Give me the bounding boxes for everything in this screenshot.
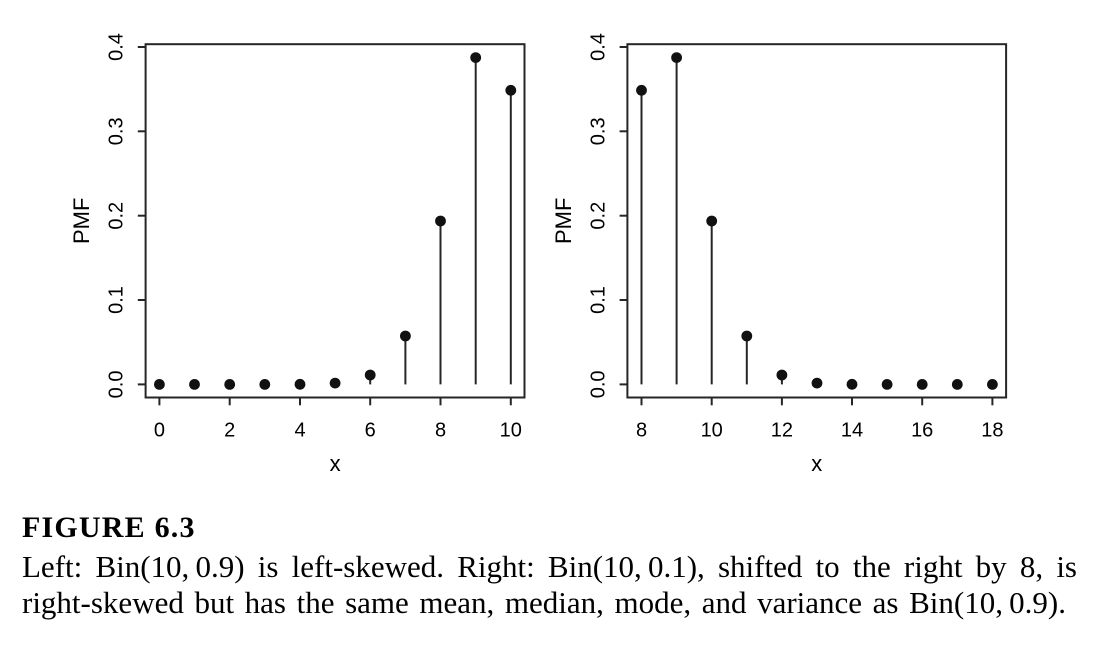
svg-text:0.4: 0.4	[106, 33, 128, 61]
svg-text:0.0: 0.0	[106, 370, 128, 398]
svg-text:14: 14	[841, 420, 863, 442]
svg-text:16: 16	[911, 420, 933, 442]
svg-text:6: 6	[365, 420, 376, 442]
svg-text:PMF: PMF	[551, 198, 576, 244]
svg-text:0.2: 0.2	[106, 202, 128, 230]
svg-text:8: 8	[636, 420, 647, 442]
svg-text:0.2: 0.2	[588, 202, 610, 230]
svg-text:0: 0	[154, 420, 165, 442]
svg-text:PMF: PMF	[69, 198, 94, 244]
svg-text:18: 18	[981, 420, 1003, 442]
svg-text:0.4: 0.4	[588, 33, 610, 61]
svg-text:0.0: 0.0	[588, 370, 610, 398]
svg-text:x: x	[811, 451, 822, 476]
svg-text:8: 8	[435, 420, 446, 442]
svg-text:2: 2	[224, 420, 235, 442]
svg-text:12: 12	[771, 420, 793, 442]
svg-text:0.3: 0.3	[588, 117, 610, 145]
svg-text:4: 4	[294, 420, 305, 442]
svg-text:0.1: 0.1	[106, 286, 128, 314]
svg-text:10: 10	[701, 420, 723, 442]
svg-text:10: 10	[500, 420, 522, 442]
svg-text:0.1: 0.1	[588, 286, 610, 314]
svg-text:0.3: 0.3	[106, 117, 128, 145]
svg-text:x: x	[330, 451, 341, 476]
